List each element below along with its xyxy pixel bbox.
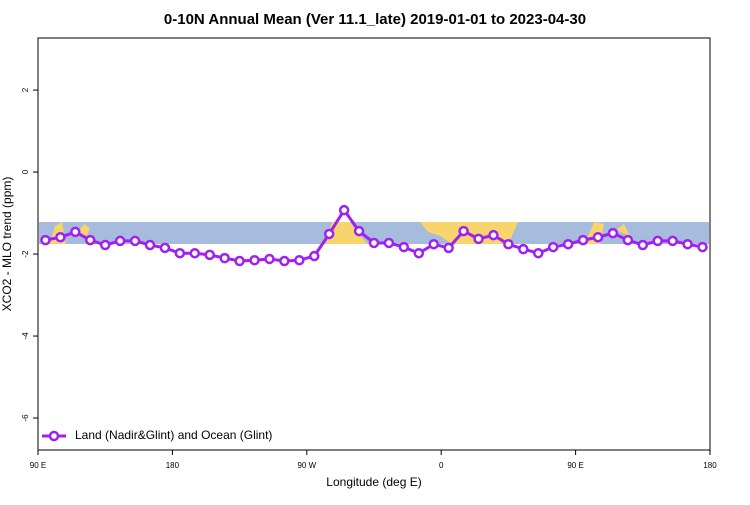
point (473, 233, 484, 245)
point (622, 234, 634, 246)
point (338, 204, 350, 216)
point (294, 254, 305, 266)
ocean-band (39, 222, 709, 244)
point (577, 234, 589, 246)
point (323, 228, 335, 240)
x-tick-label: 0 (439, 461, 444, 470)
x-tick-label: 90 W (297, 461, 316, 470)
point (398, 241, 410, 253)
point (428, 238, 439, 250)
point (518, 243, 529, 255)
x-tick-label: 180 (166, 461, 180, 470)
point (204, 249, 215, 261)
point (652, 235, 663, 247)
point (129, 235, 141, 247)
x-tick-label: 90 E (567, 461, 583, 470)
point (533, 247, 544, 259)
y-tick-label: 0 (21, 169, 30, 174)
y-tick-label: 2 (21, 87, 30, 92)
point (144, 239, 156, 251)
point (55, 231, 66, 243)
x-tick-label: 180 (703, 461, 717, 470)
point (189, 247, 201, 259)
point (219, 252, 230, 264)
point (234, 255, 245, 267)
point (667, 235, 678, 247)
point (383, 237, 395, 249)
point (114, 235, 126, 247)
point (458, 225, 469, 237)
point (40, 234, 51, 246)
point (99, 239, 111, 251)
point (488, 229, 499, 241)
point (637, 239, 649, 251)
y-tick-label: -6 (21, 414, 30, 422)
y-tick-label: -2 (21, 250, 30, 258)
point (279, 255, 290, 267)
point (85, 234, 96, 246)
point (70, 226, 81, 238)
point (607, 227, 619, 239)
point (562, 238, 574, 250)
legend-marker (48, 430, 60, 442)
point (368, 237, 380, 249)
point (159, 242, 171, 254)
plot-frame (37, 37, 711, 451)
x-tick-label: 90 E (30, 461, 46, 470)
chart-title: 0-10N Annual Mean (Ver 11.1_late) 2019-0… (164, 11, 586, 28)
point (503, 238, 514, 250)
x-axis-label: Longitude (deg E) (326, 475, 421, 489)
land (326, 222, 368, 244)
point (264, 253, 275, 265)
point (309, 250, 320, 262)
point (174, 247, 186, 259)
y-tick-label: -4 (21, 332, 30, 340)
point (249, 254, 260, 266)
point (697, 241, 708, 253)
legend-label: Land (Nadir&Glint) and Ocean (Glint) (75, 428, 272, 442)
point (547, 241, 559, 253)
point (413, 247, 425, 259)
y-axis-label: XCO2 - MLO trend (ppm) (0, 177, 14, 312)
point (592, 231, 604, 243)
point (353, 225, 365, 237)
point (443, 242, 454, 254)
point (682, 238, 693, 250)
